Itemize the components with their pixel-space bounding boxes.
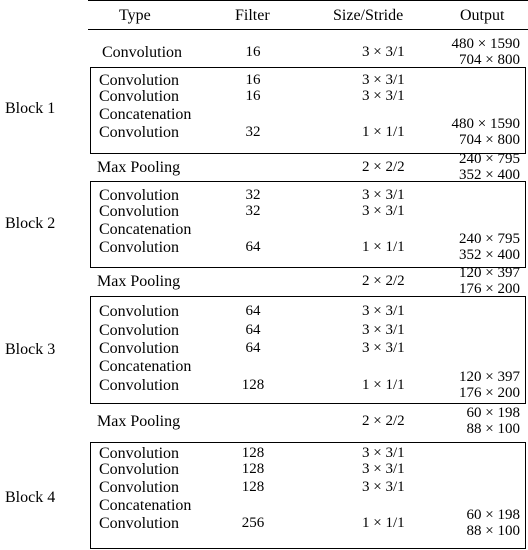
- row-type: Convolution: [99, 203, 180, 220]
- row-output-line1: 60 × 198: [466, 507, 520, 523]
- row-filter: 64: [245, 303, 261, 319]
- block-2-box: [90, 181, 526, 268]
- row-type: Convolution: [99, 124, 180, 141]
- row-type: Concatenation: [99, 221, 192, 238]
- row-output-line1: 60 × 198: [466, 405, 520, 421]
- block-3-label: Block 3: [5, 341, 56, 358]
- row-output-line2: 176 × 200: [459, 385, 520, 401]
- row-filter: 256: [241, 515, 265, 531]
- row-size-stride: 3 × 3/1: [362, 187, 405, 203]
- row-filter: 16: [245, 88, 261, 104]
- row-type: Convolution: [99, 88, 180, 105]
- row-size-stride: 2 × 2/2: [362, 273, 405, 289]
- row-output-line1: 240 × 795: [459, 231, 520, 247]
- row-size-stride: 3 × 3/1: [362, 88, 405, 104]
- row-filter: 32: [245, 203, 261, 219]
- row-type: Convolution: [99, 340, 180, 357]
- row-type: Convolution: [99, 479, 180, 496]
- block-4-label: Block 4: [5, 489, 56, 506]
- row-type: Convolution: [99, 515, 180, 532]
- row-type: Concatenation: [99, 497, 192, 514]
- row-size-stride: 1 × 1/1: [362, 515, 405, 531]
- row-output-line2: 176 × 200: [459, 281, 520, 297]
- row-size-stride: 3 × 3/1: [362, 461, 405, 477]
- row-type: Convolution: [99, 72, 180, 89]
- block-4-box: [90, 442, 526, 549]
- row-type: Max Pooling: [97, 159, 181, 176]
- header-filter: Filter: [235, 7, 270, 24]
- row-type: Convolution: [99, 461, 180, 478]
- row-size-stride: 2 × 2/2: [362, 413, 405, 429]
- header-size-stride: Size/Stride: [333, 7, 404, 24]
- row-type: Concatenation: [99, 106, 192, 123]
- row-type: Convolution: [99, 239, 180, 256]
- row-type: Convolution: [99, 303, 180, 320]
- row-type: Max Pooling: [97, 413, 181, 430]
- row-size-stride: 3 × 3/1: [362, 203, 405, 219]
- row-size-stride: 3 × 3/1: [362, 44, 405, 60]
- row-filter: 128: [241, 377, 265, 393]
- row-size-stride: 3 × 3/1: [362, 340, 405, 356]
- row-output-line1: 240 × 795: [459, 151, 520, 167]
- row-filter: 64: [245, 340, 261, 356]
- row-output-line2: 352 × 400: [459, 167, 520, 183]
- row-filter: 16: [245, 44, 261, 60]
- row-filter: 64: [245, 322, 261, 338]
- row-size-stride: 3 × 3/1: [362, 479, 405, 495]
- row-type: Convolution: [99, 322, 180, 339]
- row-type: Convolution: [99, 445, 180, 462]
- row-filter: 128: [241, 479, 265, 495]
- row-size-stride: 3 × 3/1: [362, 445, 405, 461]
- block-2-label: Block 2: [5, 215, 56, 232]
- row-output-line2: 704 × 800: [459, 132, 520, 148]
- row-output-line2: 88 × 100: [466, 421, 520, 437]
- row-filter: 32: [245, 124, 261, 140]
- row-output-line2: 704 × 800: [459, 52, 520, 68]
- block-3-box: [90, 296, 526, 404]
- block-1-box: [90, 67, 526, 154]
- header-rule: [88, 29, 528, 30]
- block-1-label: Block 1: [5, 100, 56, 117]
- row-size-stride: 3 × 3/1: [362, 72, 405, 88]
- top-rule: [88, 0, 528, 1]
- row-type: Convolution: [99, 187, 180, 204]
- row-size-stride: 1 × 1/1: [362, 124, 405, 140]
- row-filter: 128: [241, 445, 265, 461]
- row-size-stride: 3 × 3/1: [362, 322, 405, 338]
- row-type: Convolution: [99, 377, 180, 394]
- row-filter: 64: [245, 239, 261, 255]
- row-output-line2: 88 × 100: [466, 523, 520, 539]
- row-output-line1: 480 × 1590: [451, 36, 520, 52]
- header-output: Output: [460, 7, 505, 24]
- row-size-stride: 3 × 3/1: [362, 303, 405, 319]
- row-filter: 128: [241, 461, 265, 477]
- row-output-line1: 480 × 1590: [451, 116, 520, 132]
- header-type: Type: [119, 7, 151, 24]
- row-size-stride: 1 × 1/1: [362, 239, 405, 255]
- row-output-line1: 120 × 397: [459, 265, 520, 281]
- row-type: Concatenation: [99, 358, 192, 375]
- row-filter: 32: [245, 187, 261, 203]
- row-output-line2: 352 × 400: [459, 247, 520, 263]
- row-size-stride: 2 × 2/2: [362, 159, 405, 175]
- row-type: Convolution: [102, 44, 183, 61]
- row-filter: 16: [245, 72, 261, 88]
- row-type: Max Pooling: [97, 273, 181, 290]
- row-size-stride: 1 × 1/1: [362, 377, 405, 393]
- row-output-line1: 120 × 397: [459, 369, 520, 385]
